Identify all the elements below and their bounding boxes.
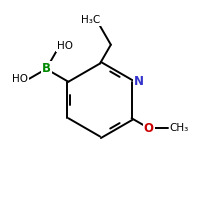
Text: HO: HO <box>57 41 73 51</box>
Text: H₃C: H₃C <box>81 15 100 25</box>
Text: N: N <box>134 75 144 88</box>
Text: CH₃: CH₃ <box>169 123 189 133</box>
Text: HO: HO <box>12 74 28 84</box>
Text: B: B <box>42 62 51 75</box>
Text: O: O <box>144 122 154 135</box>
